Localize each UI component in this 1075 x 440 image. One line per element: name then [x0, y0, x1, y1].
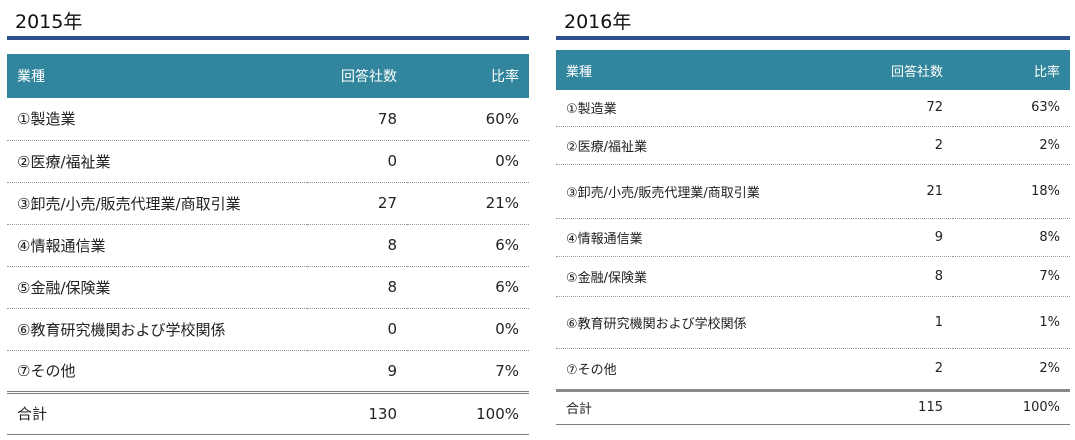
- ratio-cell: 18%: [953, 164, 1070, 219]
- count-cell: 27: [307, 182, 407, 225]
- year-title-2015: 2015年: [15, 11, 83, 33]
- title-rule-2015: [7, 36, 529, 40]
- total-label: 合計: [556, 388, 856, 425]
- table-row: ⑤金融/保険業 8 6%: [7, 266, 529, 309]
- table-row: ②医療/福祉業 2 2%: [556, 126, 1070, 165]
- header-ratio: 比率: [491, 69, 519, 85]
- table-row: ④情報通信業 8 6%: [7, 224, 529, 267]
- industry-cell: ③卸売/小売/販売代理業/商取引業: [556, 164, 856, 219]
- ratio-cell: 6%: [407, 266, 529, 309]
- table-header-row: 業種 回答社数 比率: [7, 54, 529, 98]
- panel-2016: 2016年 業種 回答社数 比率 ①製造業 72 63% ②医療/福祉業 2 2…: [556, 0, 1070, 425]
- table-row: ①製造業 72 63%: [556, 90, 1070, 127]
- total-ratio: 100%: [407, 390, 529, 435]
- industry-cell: ②医療/福祉業: [7, 140, 307, 183]
- industry-cell: ④情報通信業: [556, 218, 856, 257]
- table-row: ⑦その他 2 2%: [556, 348, 1070, 391]
- industry-table-2015: 業種 回答社数 比率 ①製造業 78 60% ②医療/福祉業 0 0% ③卸売/…: [7, 54, 529, 435]
- count-cell: 2: [856, 126, 953, 165]
- count-cell: 0: [307, 308, 407, 351]
- header-count: 回答社数: [890, 64, 943, 80]
- count-cell: 72: [856, 90, 953, 127]
- title-rule-2016: [556, 36, 1070, 40]
- count-cell: 0: [307, 140, 407, 183]
- ratio-cell: 6%: [407, 224, 529, 267]
- table-header-row: 業種 回答社数 比率: [556, 50, 1070, 90]
- count-cell: 9: [307, 350, 407, 393]
- count-cell: 8: [307, 224, 407, 267]
- ratio-cell: 2%: [953, 348, 1070, 391]
- industry-cell: ⑤金融/保険業: [556, 256, 856, 297]
- ratio-cell: 8%: [953, 218, 1070, 257]
- industry-cell: ⑥教育研究機関および学校関係: [556, 296, 856, 349]
- total-count: 115: [856, 388, 953, 425]
- header-count: 回答社数: [341, 69, 397, 85]
- industry-cell: ⑦その他: [7, 350, 307, 393]
- table-row: ③卸売/小売/販売代理業/商取引業 27 21%: [7, 182, 529, 225]
- table-row: ⑥教育研究機関および学校関係 0 0%: [7, 308, 529, 351]
- count-cell: 9: [856, 218, 953, 257]
- table-row: ⑤金融/保険業 8 7%: [556, 256, 1070, 297]
- count-cell: 2: [856, 348, 953, 391]
- table-row: ⑦その他 9 7%: [7, 350, 529, 393]
- ratio-cell: 7%: [407, 350, 529, 393]
- industry-cell: ③卸売/小売/販売代理業/商取引業: [7, 182, 307, 225]
- ratio-cell: 0%: [407, 308, 529, 351]
- table-row: ④情報通信業 9 8%: [556, 218, 1070, 257]
- table-row: ①製造業 78 60%: [7, 98, 529, 141]
- ratio-cell: 0%: [407, 140, 529, 183]
- ratio-cell: 21%: [407, 182, 529, 225]
- industry-cell: ⑤金融/保険業: [7, 266, 307, 309]
- total-row: 合計 130 100%: [7, 390, 529, 435]
- count-cell: 8: [856, 256, 953, 297]
- table-row: ⑥教育研究機関および学校関係 1 1%: [556, 296, 1070, 349]
- ratio-cell: 7%: [953, 256, 1070, 297]
- total-label: 合計: [7, 390, 307, 435]
- year-title-2016: 2016年: [564, 11, 632, 33]
- ratio-cell: 60%: [407, 98, 529, 141]
- industry-cell: ①製造業: [7, 98, 307, 141]
- industry-cell: ②医療/福祉業: [556, 126, 856, 165]
- count-cell: 21: [856, 164, 953, 219]
- industry-cell: ①製造業: [556, 90, 856, 127]
- header-ratio: 比率: [1033, 64, 1060, 80]
- panel-2015: 2015年 業種 回答社数 比率 ①製造業 78 60% ②医療/福祉業 0 0…: [7, 0, 529, 435]
- total-ratio: 100%: [953, 388, 1070, 425]
- ratio-cell: 63%: [953, 90, 1070, 127]
- count-cell: 1: [856, 296, 953, 349]
- total-row: 合計 115 100%: [556, 388, 1070, 425]
- total-count: 130: [307, 390, 407, 435]
- header-industry: 業種: [566, 64, 593, 80]
- industry-cell: ⑥教育研究機関および学校関係: [7, 308, 307, 351]
- count-cell: 8: [307, 266, 407, 309]
- ratio-cell: 2%: [953, 126, 1070, 165]
- industry-cell: ④情報通信業: [7, 224, 307, 267]
- table-row: ②医療/福祉業 0 0%: [7, 140, 529, 183]
- ratio-cell: 1%: [953, 296, 1070, 349]
- industry-table-2016: 業種 回答社数 比率 ①製造業 72 63% ②医療/福祉業 2 2% ③卸売/…: [556, 50, 1070, 425]
- count-cell: 78: [307, 98, 407, 141]
- table-row: ③卸売/小売/販売代理業/商取引業 21 18%: [556, 164, 1070, 219]
- industry-cell: ⑦その他: [556, 348, 856, 391]
- header-industry: 業種: [17, 69, 45, 85]
